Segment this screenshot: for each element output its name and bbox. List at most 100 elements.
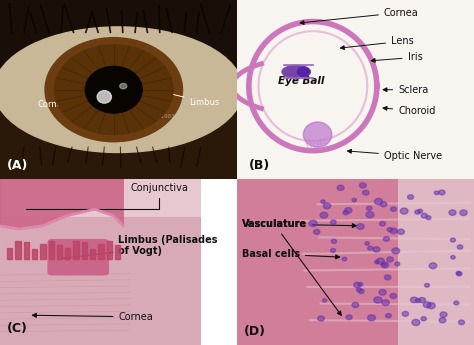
Text: Conjunctiva: Conjunctiva [27,183,188,209]
Ellipse shape [412,319,420,326]
Polygon shape [24,242,29,259]
Ellipse shape [423,302,431,308]
Ellipse shape [395,262,400,266]
Ellipse shape [387,257,393,262]
Ellipse shape [402,312,409,316]
Ellipse shape [398,229,404,234]
Ellipse shape [384,275,391,280]
Text: Eye Ball: Eye Ball [278,76,324,86]
Ellipse shape [380,202,387,207]
Ellipse shape [323,203,331,209]
Text: (D): (D) [244,325,266,338]
Ellipse shape [421,213,428,218]
Ellipse shape [97,91,111,103]
Text: Vasculature: Vasculature [242,219,356,229]
Ellipse shape [365,242,369,245]
Ellipse shape [376,258,384,264]
Ellipse shape [449,210,456,215]
Ellipse shape [363,190,369,195]
Text: Limbus: Limbus [158,90,220,107]
Polygon shape [107,241,112,259]
Ellipse shape [0,27,243,152]
Ellipse shape [322,299,327,302]
Text: Choroid: Choroid [383,106,436,116]
Ellipse shape [352,198,356,202]
Ellipse shape [313,229,320,234]
Ellipse shape [426,216,431,220]
Ellipse shape [454,301,459,305]
Ellipse shape [385,314,392,318]
FancyBboxPatch shape [0,93,308,233]
Polygon shape [115,245,120,259]
Polygon shape [40,244,46,259]
Ellipse shape [374,297,382,303]
Text: Cornea: Cornea [32,312,153,322]
Ellipse shape [367,315,375,321]
Ellipse shape [434,191,439,195]
Ellipse shape [418,209,423,213]
Ellipse shape [383,237,390,241]
Ellipse shape [368,246,373,250]
Ellipse shape [357,224,364,229]
Ellipse shape [352,303,359,308]
Text: (C): (C) [7,322,28,335]
Ellipse shape [55,45,173,135]
Ellipse shape [45,38,182,142]
Ellipse shape [390,228,397,234]
Ellipse shape [358,283,363,286]
Ellipse shape [346,315,352,319]
FancyBboxPatch shape [47,239,109,275]
Ellipse shape [419,297,426,303]
Ellipse shape [358,289,364,294]
Text: Vasculature: Vasculature [242,219,341,315]
Text: Basal cells: Basal cells [242,249,340,259]
Ellipse shape [318,316,324,321]
Text: Limbus (Palisades
of Vogt): Limbus (Palisades of Vogt) [63,235,218,260]
Text: (B): (B) [249,159,270,172]
Ellipse shape [427,303,435,309]
Polygon shape [48,241,54,259]
Ellipse shape [400,208,408,214]
Ellipse shape [85,66,142,113]
Ellipse shape [456,272,461,275]
Ellipse shape [415,210,420,214]
Ellipse shape [373,247,380,252]
Polygon shape [82,242,87,259]
Ellipse shape [321,200,325,203]
Text: Cornea: Cornea [300,8,419,24]
Ellipse shape [456,272,462,276]
Ellipse shape [457,245,463,249]
Polygon shape [15,241,21,259]
Text: Lens: Lens [340,36,414,50]
Ellipse shape [381,262,389,268]
Text: Ravi 1983: Ravi 1983 [147,114,175,119]
Ellipse shape [382,262,387,266]
Ellipse shape [356,288,362,292]
Ellipse shape [303,122,332,147]
Ellipse shape [119,83,127,89]
Ellipse shape [359,183,366,188]
Ellipse shape [380,221,385,226]
Ellipse shape [297,67,309,76]
Ellipse shape [439,318,446,323]
FancyBboxPatch shape [0,141,201,345]
Polygon shape [57,245,62,259]
Ellipse shape [345,208,352,213]
Text: Optic Nerve: Optic Nerve [347,149,442,161]
Ellipse shape [390,294,397,298]
Ellipse shape [425,284,429,287]
Text: (A): (A) [7,159,28,172]
Ellipse shape [391,207,396,211]
Ellipse shape [366,206,372,210]
Ellipse shape [415,298,420,303]
Ellipse shape [458,320,465,325]
Polygon shape [99,244,104,259]
Polygon shape [65,247,71,259]
Polygon shape [73,241,79,259]
FancyBboxPatch shape [218,130,398,345]
Ellipse shape [337,185,344,190]
Ellipse shape [366,211,374,218]
Text: Cornea: Cornea [37,90,91,109]
Ellipse shape [410,297,418,303]
Ellipse shape [330,220,336,224]
